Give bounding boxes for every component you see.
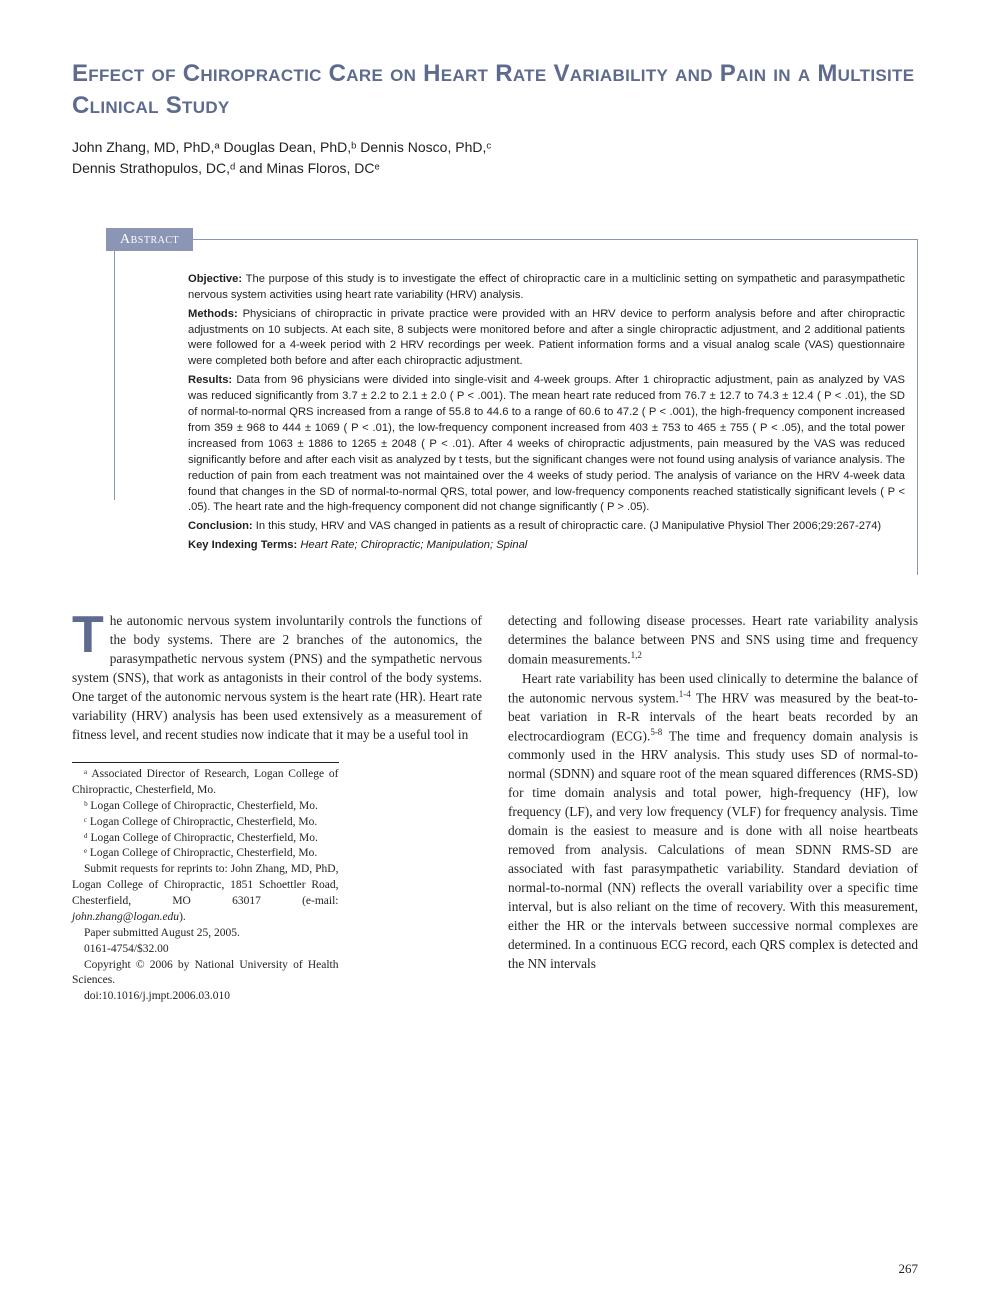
abstract-tab-label: Abstract <box>106 228 193 251</box>
abstract-container: Abstract Objective: The purpose of this … <box>114 239 918 575</box>
intro-text: he autonomic nervous system involuntaril… <box>72 613 482 742</box>
author-list: John Zhang, MD, PhD,ᵃ Douglas Dean, PhD,… <box>72 137 918 179</box>
conclusion-label: Conclusion: <box>188 520 253 532</box>
footnote-d: ᵈ Logan College of Chiropractic, Chester… <box>72 831 339 847</box>
col2-p2b-ref: 5-8 <box>650 727 662 737</box>
column-right: detecting and following disease processe… <box>508 611 918 1005</box>
methods-text: Physicians of chiropractic in private pr… <box>188 308 905 368</box>
abstract-objective: Objective: The purpose of this study is … <box>188 272 905 304</box>
results-label: Results: <box>188 374 232 386</box>
col2-p1-text: detecting and following disease processe… <box>508 613 918 666</box>
col2-p1-ref: 1,2 <box>631 650 642 660</box>
objective-label: Objective: <box>188 273 242 285</box>
reprint-text-2: ). <box>179 911 186 923</box>
footnote-reprints: Submit requests for reprints to: John Zh… <box>72 862 339 925</box>
page-number: 267 <box>899 1261 919 1277</box>
col2-paragraph-2: Heart rate variability has been used cli… <box>508 669 918 974</box>
column-left: The autonomic nervous system involuntari… <box>72 611 482 1005</box>
key-terms-label: Key Indexing Terms: <box>188 539 297 551</box>
body-columns: The autonomic nervous system involuntari… <box>72 611 918 1005</box>
footnote-a: ᵃ Associated Director of Research, Logan… <box>72 767 339 799</box>
footnote-submitted: Paper submitted August 25, 2005. <box>72 926 339 942</box>
footnote-b: ᵇ Logan College of Chiropractic, Chester… <box>72 799 339 815</box>
intro-paragraph: The autonomic nervous system involuntari… <box>72 611 482 744</box>
col2-p2c-text: The time and frequency domain analysis i… <box>508 728 918 971</box>
dropcap-letter: T <box>72 611 110 656</box>
col2-p2a-ref: 1-4 <box>679 689 691 699</box>
abstract-conclusion: Conclusion: In this study, HRV and VAS c… <box>188 519 905 535</box>
footnote-c: ᶜ Logan College of Chiropractic, Chester… <box>72 815 339 831</box>
footnote-issn: 0161-4754/$32.00 <box>72 942 339 958</box>
results-text: Data from 96 physicians were divided int… <box>188 374 905 513</box>
abstract-methods: Methods: Physicians of chiropractic in p… <box>188 307 905 371</box>
abstract-left-rule <box>114 240 115 500</box>
abstract-results: Results: Data from 96 physicians were di… <box>188 373 905 516</box>
methods-label: Methods: <box>188 308 238 320</box>
objective-text: The purpose of this study is to investig… <box>188 273 905 301</box>
conclusion-text: In this study, HRV and VAS changed in pa… <box>253 520 882 532</box>
authors-line-2: Dennis Strathopulos, DC,ᵈ and Minas Flor… <box>72 158 918 179</box>
footnotes-block: ᵃ Associated Director of Research, Logan… <box>72 762 339 1005</box>
reprint-text-1: Submit requests for reprints to: John Zh… <box>72 863 339 907</box>
footnote-copyright: Copyright © 2006 by National University … <box>72 958 339 990</box>
article-title: Effect of Chiropractic Care on Heart Rat… <box>72 58 918 123</box>
key-indexing-terms: Key Indexing Terms: Heart Rate; Chiropra… <box>188 538 905 554</box>
reprint-email: john.zhang@logan.edu <box>72 911 179 923</box>
authors-line-1: John Zhang, MD, PhD,ᵃ Douglas Dean, PhD,… <box>72 137 918 158</box>
footnote-doi: doi:10.1016/j.jmpt.2006.03.010 <box>72 989 339 1005</box>
key-terms-value: Heart Rate; Chiropractic; Manipulation; … <box>297 539 527 551</box>
abstract-box: Objective: The purpose of this study is … <box>114 239 918 575</box>
col2-paragraph-1: detecting and following disease processe… <box>508 611 918 668</box>
footnote-e: ᵉ Logan College of Chiropractic, Chester… <box>72 846 339 862</box>
